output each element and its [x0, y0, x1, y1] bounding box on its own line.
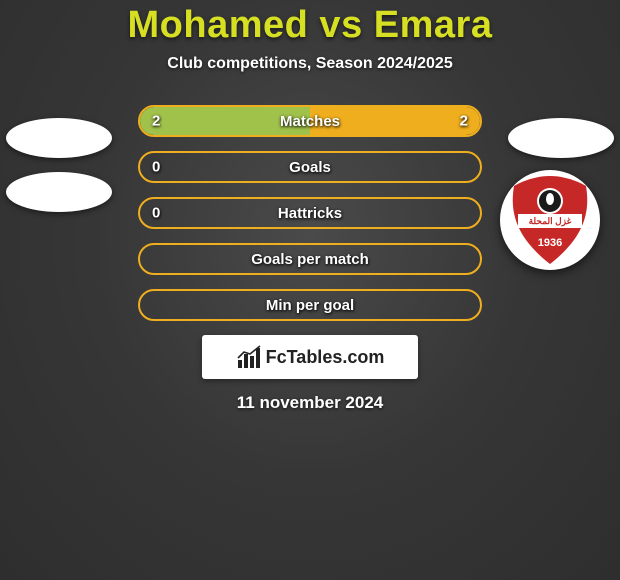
brand-text: FcTables.com	[266, 347, 385, 368]
stat-label: Matches	[280, 113, 340, 130]
club-crest-icon: 1936 غزل المحلة	[500, 170, 600, 270]
subtitle: Club competitions, Season 2024/2025	[0, 55, 620, 73]
stat-row: 2 2 Matches	[138, 105, 482, 137]
stat-label: Min per goal	[266, 297, 354, 314]
player-left-ellipse-1	[6, 118, 112, 158]
stat-label: Hattricks	[278, 205, 342, 222]
content-root: Mohamed vs Emara Club competitions, Seas…	[0, 0, 620, 413]
stat-row: 0 Goals	[138, 151, 482, 183]
player-left-ellipse-2	[6, 172, 112, 212]
stat-value-left: 0	[152, 205, 160, 222]
stat-label: Goals	[289, 159, 331, 176]
svg-text:غزل المحلة: غزل المحلة	[529, 216, 572, 227]
club-badge-right: 1936 غزل المحلة	[500, 170, 600, 270]
badge-year: 1936	[538, 237, 562, 249]
stat-row: Goals per match	[138, 243, 482, 275]
page-title: Mohamed vs Emara	[0, 4, 620, 47]
stat-row: 0 Hattricks	[138, 197, 482, 229]
brand-box[interactable]: FcTables.com	[202, 335, 418, 379]
stat-value-left: 0	[152, 159, 160, 176]
player-right-ellipse-1	[508, 118, 614, 158]
chart-icon	[236, 344, 262, 370]
stat-row: Min per goal	[138, 289, 482, 321]
stat-value-right: 2	[460, 113, 468, 130]
stat-label: Goals per match	[251, 251, 369, 268]
stat-value-left: 2	[152, 113, 160, 130]
date-line: 11 november 2024	[0, 393, 620, 413]
